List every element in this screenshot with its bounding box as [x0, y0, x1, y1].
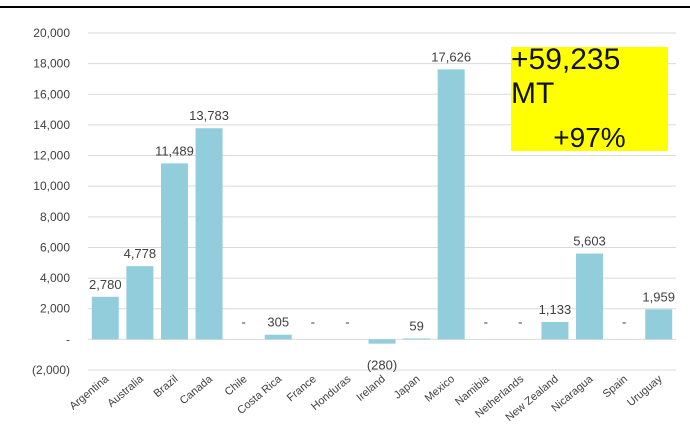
- x-tick-label: Mexico: [423, 373, 457, 405]
- bar: [91, 296, 119, 340]
- data-label: -: [311, 314, 315, 329]
- y-tick-label: 4,000: [40, 271, 70, 285]
- data-label: (280): [367, 358, 397, 373]
- x-tick-label: Argentina: [67, 373, 111, 413]
- y-tick-label: 14,000: [33, 118, 70, 132]
- data-label: 11,489: [155, 143, 194, 158]
- data-label: -: [484, 314, 488, 329]
- bar: [126, 266, 154, 340]
- y-tick-label: 20,000: [33, 26, 70, 40]
- x-tick-label: Chile: [223, 373, 250, 398]
- y-tick-label: 2,000: [40, 302, 70, 316]
- bar: [541, 322, 569, 340]
- data-label: 305: [267, 315, 289, 330]
- y-tick-label: 12,000: [33, 149, 70, 163]
- data-label: 1,133: [539, 302, 572, 317]
- data-label: -: [345, 314, 349, 329]
- x-tick-label: Australia: [105, 373, 146, 410]
- y-tick-label: 18,000: [33, 57, 70, 71]
- bar: [195, 128, 223, 340]
- y-tick-label: 16,000: [33, 87, 70, 101]
- y-tick-label: -: [66, 332, 70, 346]
- y-tick-label: (2,000): [32, 363, 70, 377]
- data-label: 59: [409, 318, 423, 333]
- bar: [368, 339, 396, 344]
- top-border-line: [0, 6, 690, 8]
- bar: [645, 309, 673, 340]
- summary-callout: +59,235 MT +97%: [511, 43, 668, 153]
- x-tick-label: Uruguay: [625, 373, 665, 409]
- data-label: 4,778: [124, 246, 157, 261]
- x-tick-label: Japan: [392, 373, 423, 401]
- data-label: 1,959: [642, 289, 675, 304]
- y-tick-label: 6,000: [40, 240, 70, 254]
- bar: [437, 69, 465, 340]
- y-tick-label: 10,000: [33, 179, 70, 193]
- data-label: 17,626: [431, 49, 471, 64]
- bar: [160, 163, 188, 340]
- bar: [403, 338, 431, 340]
- x-tick-label: Ireland: [354, 373, 387, 404]
- bar: [264, 334, 292, 340]
- bar: [576, 253, 604, 340]
- x-tick-label: Canada: [178, 373, 216, 408]
- y-tick-label: 8,000: [40, 210, 70, 224]
- callout-total: +59,235 MT: [511, 43, 621, 110]
- data-label: -: [518, 314, 522, 329]
- data-label: 2,780: [89, 277, 122, 292]
- data-label: 13,783: [189, 108, 229, 123]
- data-label: 5,603: [573, 234, 606, 249]
- data-label: -: [241, 314, 245, 329]
- x-tick-label: Brazil: [152, 373, 181, 400]
- x-tick-label: Spain: [601, 373, 630, 400]
- callout-percent: +97%: [553, 122, 626, 153]
- data-label: -: [622, 314, 626, 329]
